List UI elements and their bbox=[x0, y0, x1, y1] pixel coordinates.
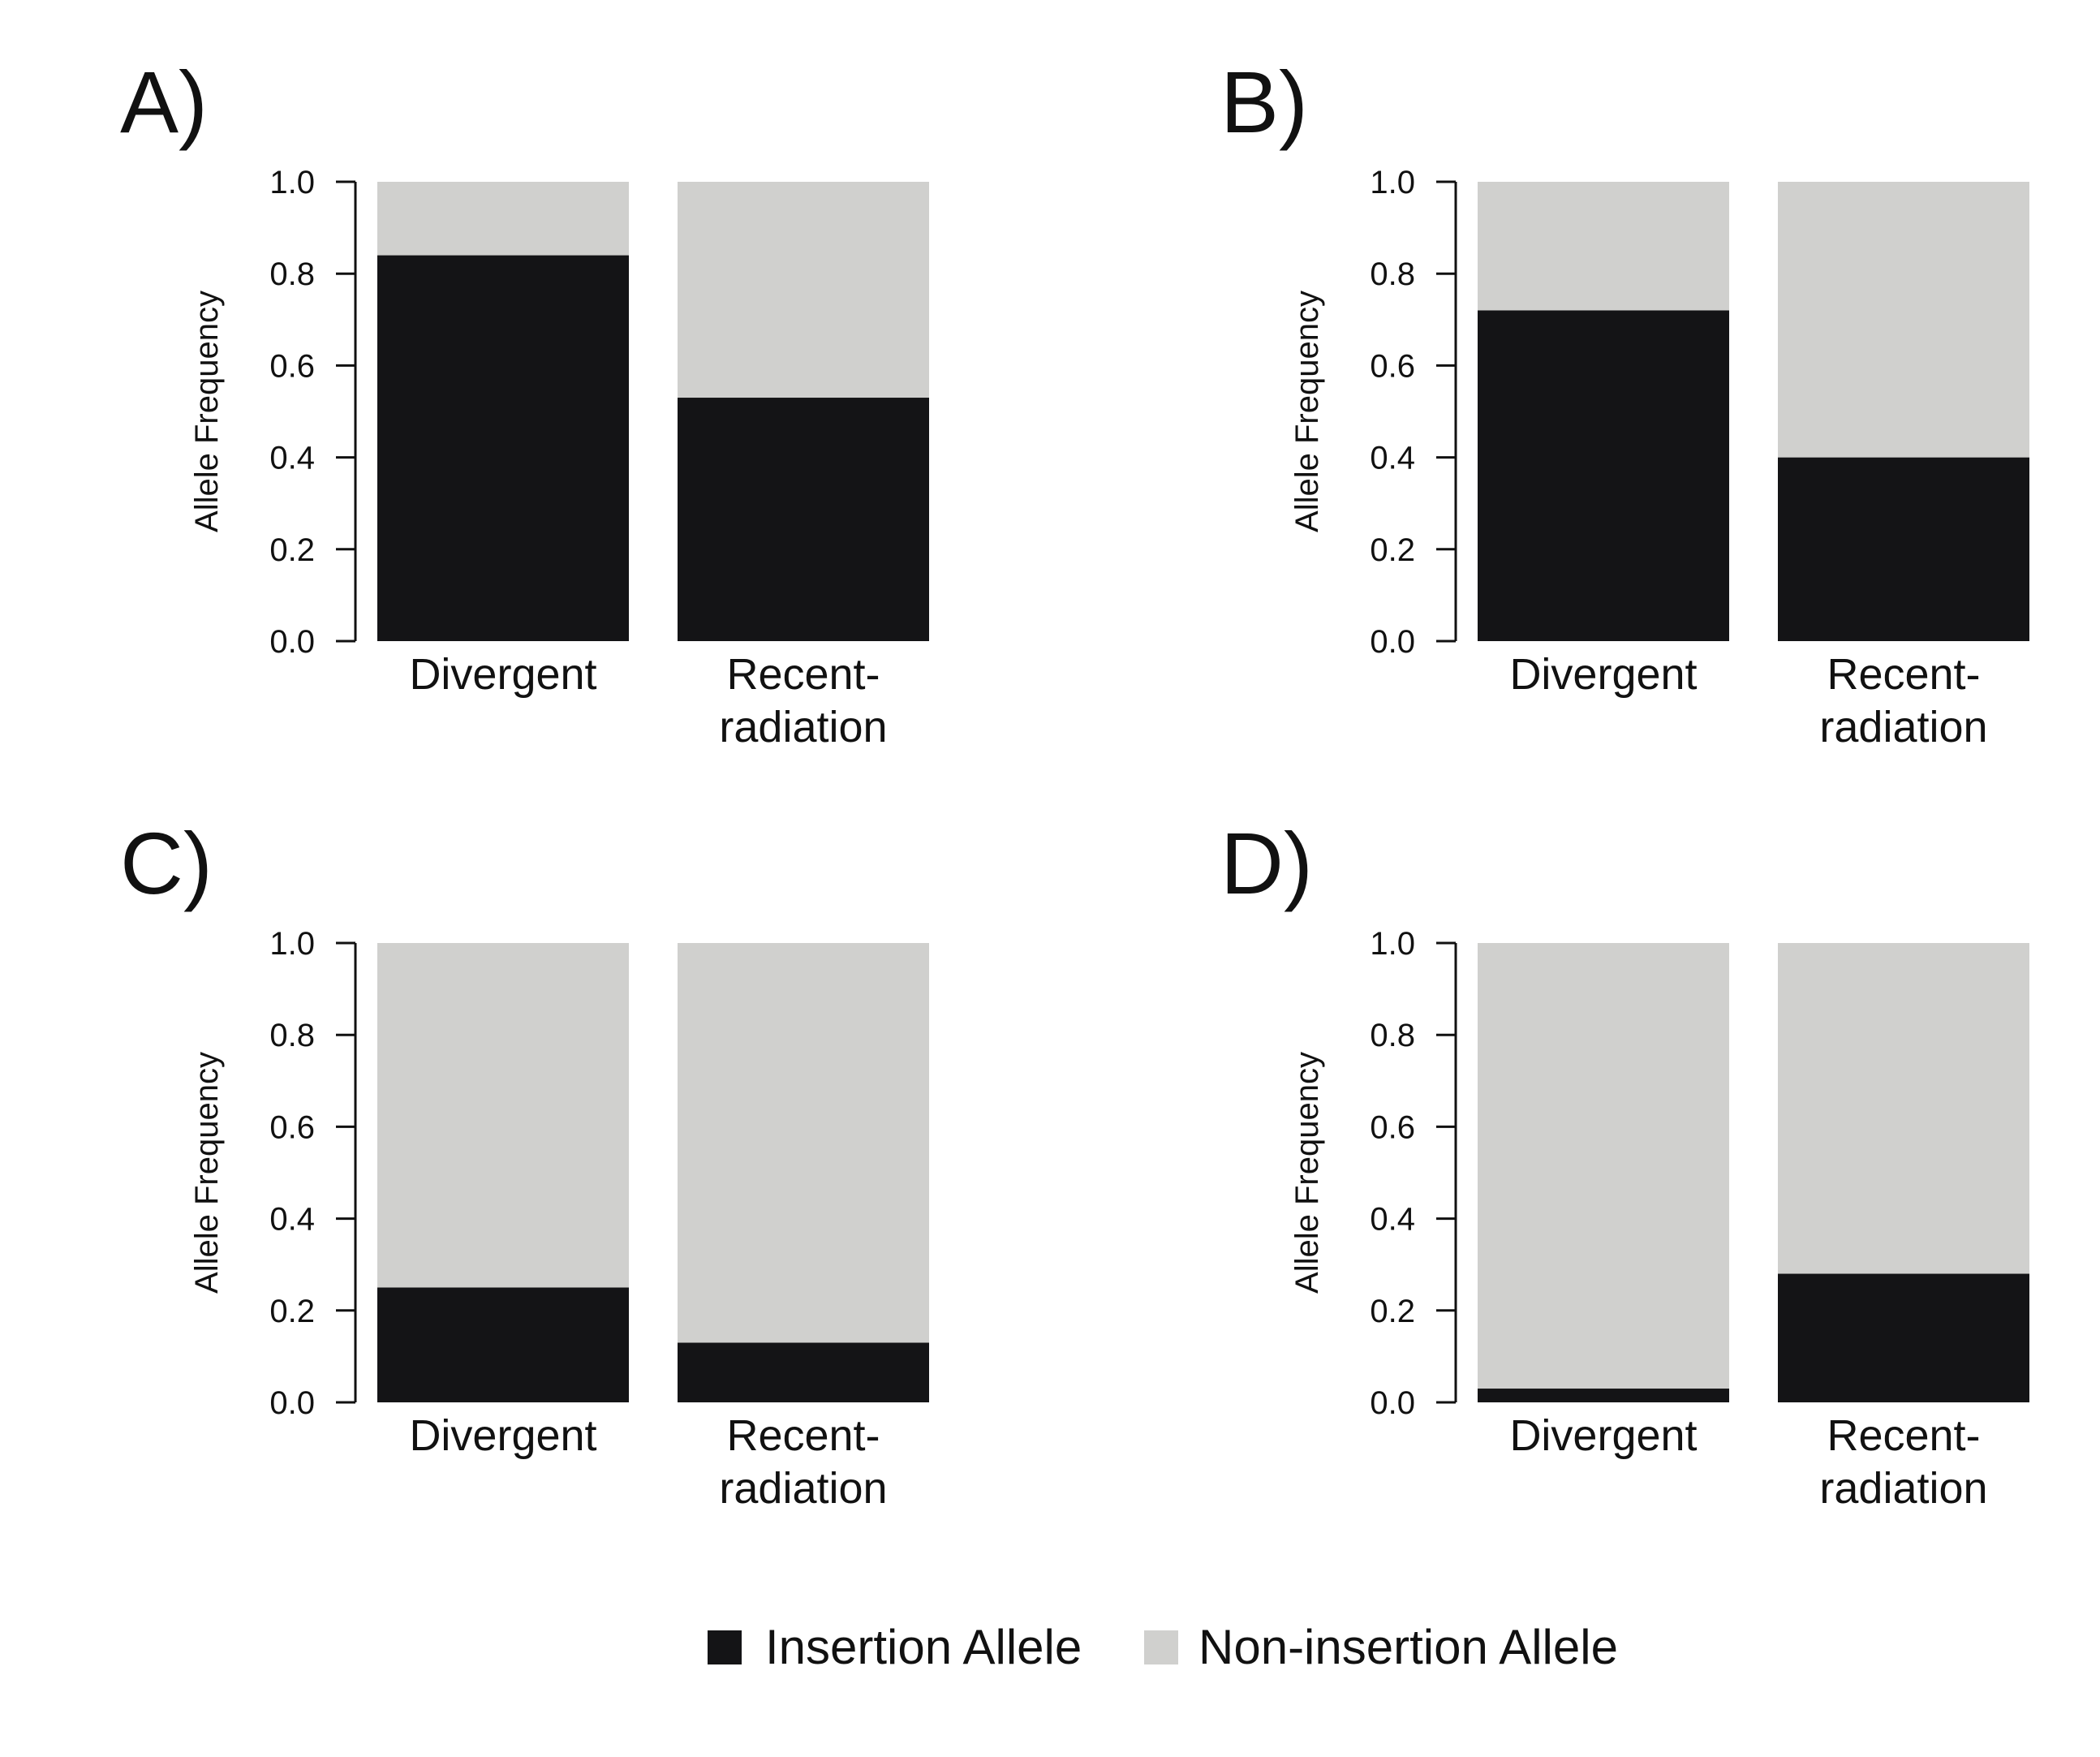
y-axis-label: Allele Frequency bbox=[189, 1052, 225, 1294]
y-tick-label: 0.6 bbox=[1370, 348, 1415, 384]
bar-insertion bbox=[1478, 310, 1729, 641]
y-tick-label: 0.0 bbox=[269, 1385, 315, 1421]
category-label-line: Divergent bbox=[1509, 1411, 1697, 1460]
y-tick-label: 0.0 bbox=[1370, 1385, 1415, 1421]
y-tick-label: 0.2 bbox=[269, 1294, 315, 1329]
y-tick-label: 0.4 bbox=[1370, 441, 1415, 476]
y-tick-label: 0.2 bbox=[1370, 1294, 1415, 1329]
y-tick-label: 0.6 bbox=[269, 348, 315, 384]
bar-insertion bbox=[678, 398, 929, 641]
y-tick-label: 0.6 bbox=[1370, 1109, 1415, 1145]
y-tick-label: 0.4 bbox=[1370, 1202, 1415, 1238]
chart-panel-d: D) Divergent Recent-radiation 0.0 0.2 0.4 0.6 0… bbox=[1220, 814, 2029, 1513]
y-axis-label: Allele Frequency bbox=[1289, 1052, 1325, 1294]
legend-swatch-non-insertion bbox=[1144, 1630, 1178, 1664]
bar-non-insertion bbox=[678, 182, 929, 398]
panel-label: C) bbox=[120, 814, 213, 912]
legend-swatch-insertion bbox=[708, 1630, 742, 1664]
panel-label: B) bbox=[1220, 53, 1308, 151]
y-tick-label: 0.8 bbox=[269, 1018, 315, 1053]
category-label-line: radiation bbox=[719, 703, 887, 751]
bar-insertion bbox=[678, 1342, 929, 1402]
legend-label: Insertion Allele bbox=[765, 1620, 1082, 1674]
y-tick-label: 0.4 bbox=[269, 1202, 315, 1238]
category-label-line: Divergent bbox=[1509, 650, 1697, 699]
category-label: Divergent bbox=[409, 650, 596, 699]
y-tick-label: 1.0 bbox=[1370, 165, 1415, 200]
bar-insertion bbox=[1478, 1389, 1729, 1402]
y-tick-label: 0.8 bbox=[1370, 256, 1415, 292]
category-label-line: Recent- bbox=[726, 650, 880, 699]
category-label-line: radiation bbox=[719, 1464, 887, 1513]
y-tick-label: 0.2 bbox=[1370, 532, 1415, 568]
y-tick-label: 1.0 bbox=[1370, 926, 1415, 962]
bar-insertion bbox=[377, 1287, 629, 1402]
chart-panel-b: B) Divergent Recent-radiation 0.0 0.2 0.4 0.6 0… bbox=[1220, 53, 2029, 751]
legend: Insertion Allele Non-insertion Allele bbox=[708, 1620, 1618, 1674]
panel-label: A) bbox=[120, 53, 208, 151]
category-label-line: Recent- bbox=[1827, 650, 1980, 699]
category-label: Recent-radiation bbox=[1819, 1411, 1987, 1513]
category-label: Recent-radiation bbox=[1819, 650, 1987, 751]
y-tick-label: 0.8 bbox=[1370, 1018, 1415, 1053]
y-tick-label: 0.2 bbox=[269, 532, 315, 568]
category-label: Recent-radiation bbox=[719, 650, 887, 751]
bar-non-insertion bbox=[1478, 943, 1729, 1389]
category-label: Divergent bbox=[1509, 650, 1697, 699]
y-tick-label: 1.0 bbox=[269, 165, 315, 200]
chart-panels: A) Divergent Recent-radiation 0.0 0.2 0.4 0.6 0… bbox=[120, 53, 2029, 1513]
bar-non-insertion bbox=[377, 182, 629, 256]
y-tick-label: 1.0 bbox=[269, 926, 315, 962]
y-tick-label: 0.4 bbox=[269, 441, 315, 476]
category-label-line: Recent- bbox=[1827, 1411, 1980, 1460]
bar-non-insertion bbox=[1778, 943, 2029, 1274]
chart-panel-a: A) Divergent Recent-radiation 0.0 0.2 0.4 0.6 0… bbox=[120, 53, 929, 751]
y-tick-label: 0.0 bbox=[269, 624, 315, 660]
bar-insertion bbox=[1778, 1273, 2029, 1402]
bar-non-insertion bbox=[1478, 182, 1729, 311]
category-label-line: radiation bbox=[1819, 1464, 1987, 1513]
category-label-line: radiation bbox=[1819, 703, 1987, 751]
category-label-line: Divergent bbox=[409, 1411, 596, 1460]
bar-non-insertion bbox=[377, 943, 629, 1288]
bar-insertion bbox=[377, 255, 629, 641]
category-label-line: Recent- bbox=[726, 1411, 880, 1460]
bar-non-insertion bbox=[1778, 182, 2029, 458]
legend-label: Non-insertion Allele bbox=[1198, 1620, 1618, 1674]
y-tick-label: 0.8 bbox=[269, 256, 315, 292]
y-tick-label: 0.6 bbox=[269, 1109, 315, 1145]
y-axis-label: Allele Frequency bbox=[189, 291, 225, 532]
chart-panel-c: C) Divergent Recent-radiation 0.0 0.2 0.4 0.6 0… bbox=[120, 814, 929, 1513]
category-label: Divergent bbox=[409, 1411, 596, 1460]
panel-label: D) bbox=[1220, 814, 1313, 912]
bar-insertion bbox=[1778, 457, 2029, 641]
category-label: Recent-radiation bbox=[719, 1411, 887, 1513]
bar-non-insertion bbox=[678, 943, 929, 1343]
category-label-line: Divergent bbox=[409, 650, 596, 699]
category-label: Divergent bbox=[1509, 1411, 1697, 1460]
y-axis-label: Allele Frequency bbox=[1289, 291, 1325, 532]
y-tick-label: 0.0 bbox=[1370, 624, 1415, 660]
